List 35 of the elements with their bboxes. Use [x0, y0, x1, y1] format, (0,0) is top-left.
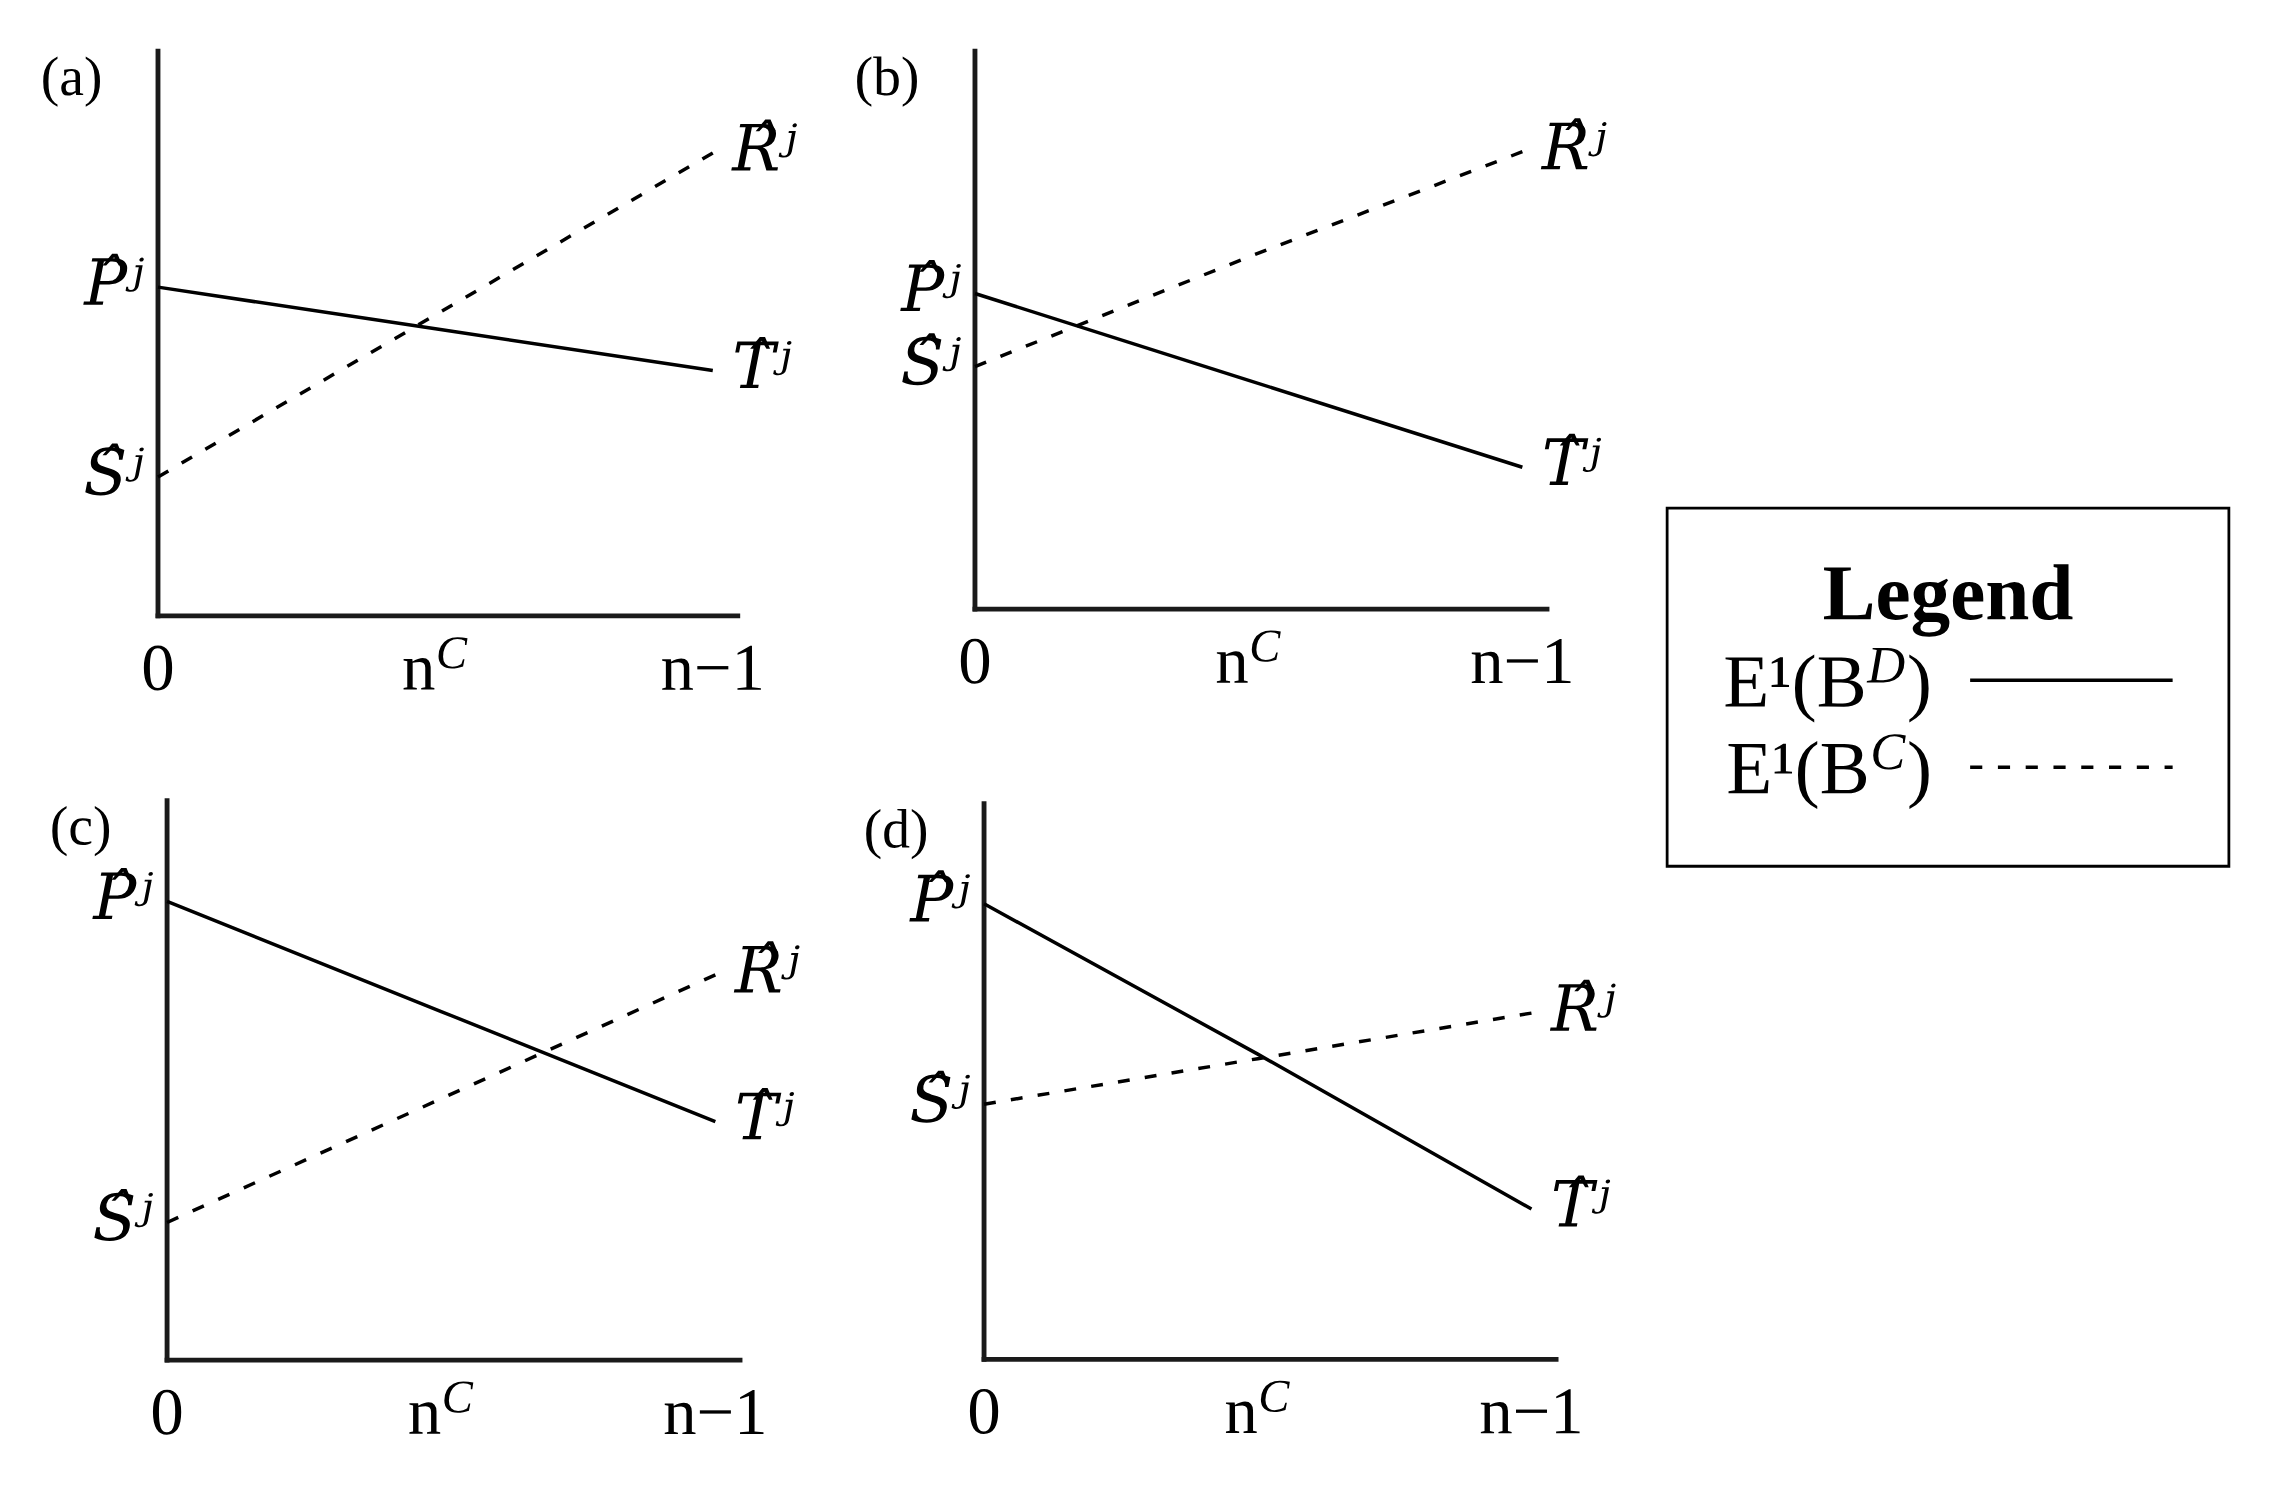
chart-title: (c): [52, 805, 110, 857]
annotation: P̂ʲ: [92, 867, 153, 920]
legend-label: E¹(B$^{C}$): [1728, 734, 1929, 810]
annotation: T̂ʲ: [1544, 433, 1602, 485]
legend-label: E¹(B$^{D}$): [1725, 648, 1929, 723]
legend-title: Legend: [1824, 564, 2073, 637]
x-tick-label: 0: [969, 1389, 999, 1434]
chart-title: (a): [43, 56, 100, 107]
x-tick-label: n−1: [664, 1390, 764, 1435]
annotation: T̂ʲ: [1553, 1175, 1611, 1227]
annotation: Ŝʲ: [94, 1189, 153, 1242]
x-tick-label: n$^{C}$: [409, 1381, 474, 1434]
annotation: T̂ʲ: [737, 1088, 794, 1140]
annotation: Ŝʲ: [902, 333, 961, 386]
annotation: P̂ʲ: [900, 260, 961, 312]
x-tick-label: n−1: [662, 645, 761, 690]
x-tick-label: 0: [143, 645, 173, 691]
annotation: R̂ʲ: [1540, 118, 1607, 170]
x-tick-label: 0: [152, 1389, 182, 1435]
x-tick-label: n$^{C}$: [403, 637, 468, 690]
chart-title: (b): [857, 56, 917, 107]
annotation: R̂ʲ: [1549, 979, 1616, 1031]
annotation: Ŝʲ: [911, 1070, 970, 1123]
x-tick-label: n$^{C}$: [1216, 630, 1281, 683]
annotation: R̂ʲ: [733, 941, 800, 993]
annotation: Ŝʲ: [85, 443, 144, 496]
x-tick-label: n−1: [1480, 1389, 1580, 1434]
annotation: P̂ʲ: [83, 253, 144, 305]
chart-title: (d): [866, 808, 927, 860]
x-tick-label: n$^{C}$: [1225, 1380, 1290, 1434]
annotation: R̂ʲ: [731, 119, 797, 171]
annotation: T̂ʲ: [735, 337, 792, 389]
annotation: P̂ʲ: [909, 870, 970, 922]
x-tick-label: 0: [960, 638, 990, 684]
x-tick-label: n−1: [1471, 639, 1571, 684]
